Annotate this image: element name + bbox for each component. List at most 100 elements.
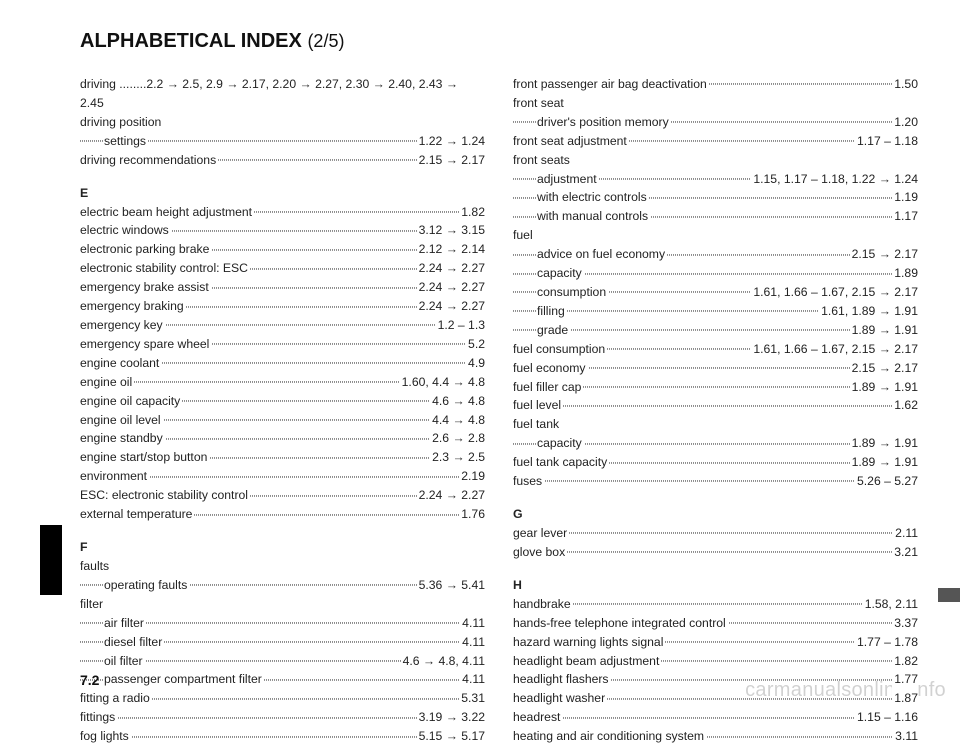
- index-entry: settings 1.22 → 1.24: [80, 132, 485, 151]
- index-entry-pageref: 3.21: [892, 543, 918, 562]
- index-entry: driving ........2.2 → 2.5, 2.9 → 2.17, 2…: [80, 75, 485, 113]
- index-entry: filter: [80, 595, 485, 614]
- index-entry: faults: [80, 557, 485, 576]
- index-entry-label: emergency spare wheel: [80, 337, 211, 351]
- side-thumb-marker: [938, 588, 960, 602]
- index-entry: emergency key 1.2 – 1.3: [80, 316, 485, 335]
- index-entry-label: fuel level: [513, 398, 563, 412]
- index-entry-pageref: 5.2: [466, 335, 485, 354]
- index-entry-label: diesel filter: [104, 635, 164, 649]
- index-entry-label: headlight washer: [513, 691, 607, 705]
- index-entry: front seat: [513, 94, 918, 113]
- index-entry: air filter 4.11: [80, 614, 485, 633]
- title-part: (2/5): [307, 31, 344, 51]
- index-entry: gear lever 2.11: [513, 524, 918, 543]
- index-entry-pageref: 5.36 → 5.41: [417, 576, 485, 595]
- index-entry-label: engine standby: [80, 431, 165, 445]
- index-entry: with electric controls 1.19: [513, 188, 918, 207]
- index-entry: handbrake 1.58, 2.11: [513, 595, 918, 614]
- index-entry-pageref: 4.11: [460, 633, 485, 652]
- index-entry: fuel tank: [513, 415, 918, 434]
- index-entry-pageref: 4.6 → 4.8: [430, 392, 485, 411]
- index-entry: engine standby 2.6 → 2.8: [80, 429, 485, 448]
- index-columns: driving ........2.2 → 2.5, 2.9 → 2.17, 2…: [80, 75, 920, 746]
- index-entry-dots: [513, 533, 918, 534]
- index-entry-label: fuel tank capacity: [513, 455, 609, 469]
- index-entry-pageref: 2.19: [459, 467, 485, 486]
- index-entry: engine start/stop button 2.3 → 2.5: [80, 448, 485, 467]
- index-entry-label: emergency braking: [80, 299, 186, 313]
- index-entry-label: capacity: [537, 436, 584, 450]
- index-entry-label: fuses: [513, 474, 544, 488]
- index-entry-pageref: 1.77 – 1.78: [855, 633, 918, 652]
- index-entry-pageref: 1.15 – 1.16: [855, 708, 918, 727]
- index-entry: engine oil 1.60, 4.4 → 4.8: [80, 373, 485, 392]
- index-section-heading: F: [80, 538, 485, 557]
- index-entry-pageref: 1.89 → 1.91: [850, 378, 918, 397]
- index-entry-pageref: 2.24 → 2.27: [417, 486, 485, 505]
- index-entry-pageref: 1.62: [892, 396, 918, 415]
- index-entry-label: faults: [80, 559, 111, 573]
- index-entry-pageref: 4.11: [460, 670, 485, 689]
- index-entry-pageref: 1.77: [892, 670, 918, 689]
- index-entry-pageref: 2.15 → 2.17: [850, 359, 918, 378]
- page-title: ALPHABETICAL INDEX (2/5): [80, 30, 920, 53]
- page-content: ALPHABETICAL INDEX (2/5) driving .......…: [80, 30, 920, 746]
- index-entry-pageref: 1.87: [892, 689, 918, 708]
- index-entry-label: air filter: [104, 616, 146, 630]
- index-entry-pageref: 1.89 → 1.91: [850, 453, 918, 472]
- index-entry-label: engine oil level: [80, 413, 163, 427]
- index-entry-label: heating and air conditioning system: [513, 729, 706, 743]
- index-entry: grade 1.89 → 1.91: [513, 321, 918, 340]
- index-entry-label: ESC: electronic stability control: [80, 488, 250, 502]
- index-entry-label: fog lights: [80, 729, 131, 743]
- index-column-left: driving ........2.2 → 2.5, 2.9 → 2.17, 2…: [80, 75, 485, 746]
- index-entry-label: grade: [537, 323, 570, 337]
- index-entry-label: consumption: [537, 285, 608, 299]
- index-entry: adjustment 1.15, 1.17 – 1.18, 1.22 → 1.2…: [513, 170, 918, 189]
- index-entry: passenger compartment filter 4.11: [80, 670, 485, 689]
- index-entry-label: passenger compartment filter: [104, 672, 264, 686]
- index-entry-label: engine oil capacity: [80, 394, 182, 408]
- index-entry-pageref: 1.89: [892, 264, 918, 283]
- index-entry-label: fuel tank: [513, 417, 561, 431]
- index-entry-label: emergency brake assist: [80, 280, 211, 294]
- index-entry: glove box 3.21: [513, 543, 918, 562]
- index-entry-pageref: 1.61, 1.66 – 1.67, 2.15 → 2.17: [751, 283, 918, 302]
- index-entry-pageref: 5.15 → 5.17: [417, 727, 485, 746]
- index-entry: capacity 1.89 → 1.91: [513, 434, 918, 453]
- index-entry: headrest 1.15 – 1.16: [513, 708, 918, 727]
- index-entry-label: engine oil: [80, 375, 134, 389]
- index-entry: emergency spare wheel 5.2: [80, 335, 485, 354]
- index-entry: headlight beam adjustment 1.82: [513, 652, 918, 671]
- index-entry: fittings 3.19 → 3.22: [80, 708, 485, 727]
- index-section-heading: G: [513, 505, 918, 524]
- index-entry: engine oil level 4.4 → 4.8: [80, 411, 485, 430]
- index-entry-label: electric beam height adjustment: [80, 205, 254, 219]
- index-entry-pageref: 2.24 → 2.27: [417, 259, 485, 278]
- index-entry-pageref: 5.31: [459, 689, 485, 708]
- index-entry-label: emergency key: [80, 318, 165, 332]
- index-entry: fuel: [513, 226, 918, 245]
- index-entry-pageref: 2.15 → 2.17: [850, 245, 918, 264]
- index-entry: capacity 1.89: [513, 264, 918, 283]
- index-section-heading: E: [80, 184, 485, 203]
- index-entry: driving recommendations 2.15 → 2.17: [80, 151, 485, 170]
- index-entry-label: engine coolant: [80, 356, 161, 370]
- index-entry-label: headlight beam adjustment: [513, 654, 661, 668]
- index-entry: ESC: electronic stability control 2.24 →…: [80, 486, 485, 505]
- index-entry-dots: [513, 604, 918, 605]
- index-entry-label: front seats: [513, 153, 572, 167]
- index-entry-label: electronic stability control: ESC: [80, 261, 250, 275]
- index-entry-pageref: 2.24 → 2.27: [417, 297, 485, 316]
- index-entry: external temperature 1.76: [80, 505, 485, 524]
- index-entry-label: with manual controls: [537, 209, 650, 223]
- index-entry: with manual controls 1.17: [513, 207, 918, 226]
- index-entry-pageref: 1.17: [892, 207, 918, 226]
- index-entry-label: headlight flashers: [513, 672, 611, 686]
- index-entry-pageref: 1.82: [459, 203, 485, 222]
- index-column-right: front passenger air bag deactivation 1.5…: [513, 75, 918, 746]
- index-entry: driver's position memory 1.20: [513, 113, 918, 132]
- index-entry-label: filter: [80, 597, 105, 611]
- index-entry-pageref: 1.17 – 1.18: [855, 132, 918, 151]
